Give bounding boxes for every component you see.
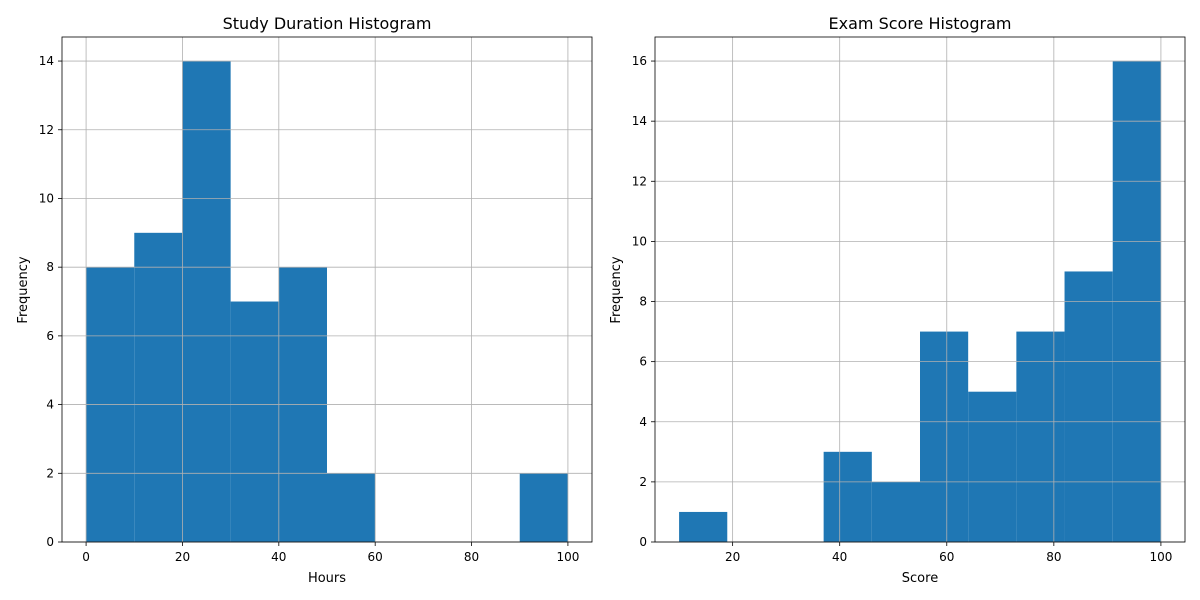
y-tick-label: 6 (639, 355, 647, 369)
histogram-bar (679, 511, 728, 542)
y-tick-label: 4 (639, 415, 647, 429)
x-tick-label: 20 (175, 550, 190, 564)
x-tick-label: 60 (939, 550, 954, 564)
x-tick-label: 80 (1046, 550, 1061, 564)
x-tick-label: 0 (82, 550, 90, 564)
histogram-bar (230, 301, 279, 542)
y-tick-label: 8 (46, 260, 54, 274)
chart-title: Study Duration Histogram (223, 14, 432, 33)
y-tick-label: 12 (39, 123, 54, 137)
y-tick-label: 10 (632, 234, 647, 248)
exam-score-chart: Exam Score Histogram Score Frequency 20 4… (609, 14, 1186, 586)
x-axis-label: Score (902, 571, 938, 586)
y-tick-label: 12 (632, 174, 647, 188)
histogram-bar (823, 451, 872, 542)
x-axis-label: Hours (308, 571, 346, 586)
y-tick-label: 8 (639, 295, 647, 309)
histogram-bar (871, 481, 920, 542)
chart-title: Exam Score Histogram (829, 14, 1012, 33)
axes-frame (61, 36, 593, 543)
x-tick-label: 40 (271, 550, 286, 564)
histogram-bar (327, 473, 376, 542)
histogram-bar (1016, 331, 1065, 542)
study-duration-chart: Study Duration Histogram Hours Frequency… (16, 14, 593, 586)
y-tick-label: 14 (39, 54, 54, 68)
y-tick-label: 0 (46, 535, 54, 549)
x-tick-label: 20 (725, 550, 740, 564)
y-axis-label: Frequency (16, 256, 31, 323)
y-tick-label: 0 (639, 535, 647, 549)
y-tick-label: 2 (46, 466, 54, 480)
y-axis-label: Frequency (609, 256, 624, 323)
y-tick-label: 2 (639, 475, 647, 489)
x-tick-label: 80 (464, 550, 479, 564)
x-tick-label: 100 (556, 550, 579, 564)
y-tick-label: 16 (632, 54, 647, 68)
y-tick-label: 6 (46, 329, 54, 343)
histogram-bar (134, 232, 183, 542)
histogram-bar (1064, 271, 1113, 542)
axes-frame (654, 36, 1186, 543)
y-tick-label: 10 (39, 191, 54, 205)
histogram-bar (968, 391, 1017, 542)
x-tick-label: 100 (1149, 550, 1172, 564)
histogram-bar (519, 473, 568, 542)
y-tick-label: 4 (46, 398, 54, 412)
histogram-bar (920, 331, 969, 542)
histogram-bar (182, 61, 231, 543)
x-tick-label: 40 (832, 550, 847, 564)
x-tick-label: 60 (368, 550, 383, 564)
y-tick-label: 14 (632, 114, 647, 128)
